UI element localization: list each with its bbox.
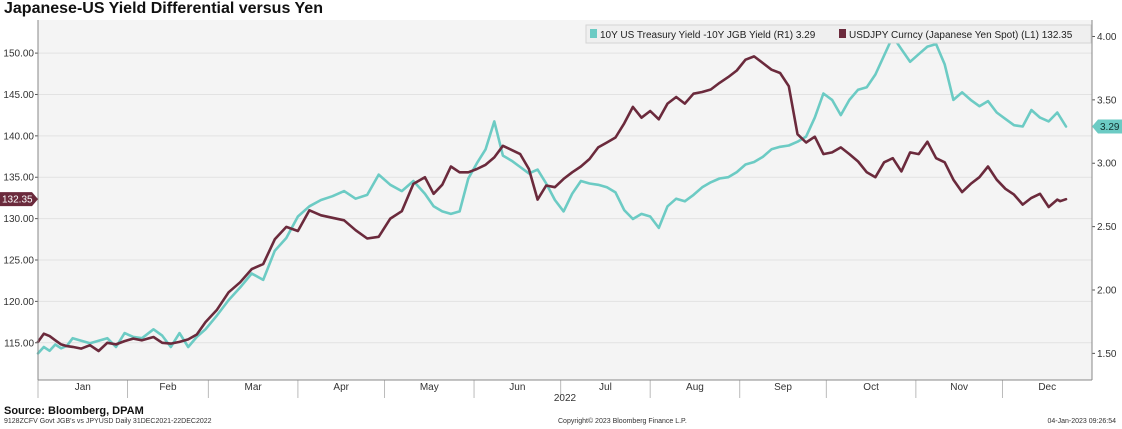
month-dividers — [37, 380, 1003, 398]
left-axis-tick-label: 140.00 — [3, 131, 34, 142]
last-value-tag-yield — [1092, 119, 1122, 134]
source-note: Source: Bloomberg, DPAM — [4, 405, 144, 417]
year-label: 2022 — [554, 393, 577, 404]
footer-copyright: Copyright© 2023 Bloomberg Finance L.P. — [558, 418, 687, 425]
month-label-apr: Apr — [333, 382, 349, 393]
month-label-may: May — [420, 382, 439, 393]
legend-box — [585, 24, 1092, 44]
legend: 10Y US Treasury Yield -10Y JGB Yield (R1… — [585, 24, 1092, 44]
last-value-tags: 3.29 132.35 — [0, 119, 1122, 207]
month-label-jun: Jun — [509, 382, 525, 393]
right-axis-tick-label: 3.00 — [1097, 159, 1117, 170]
chart-title: Japanese-US Yield Differential versus Ye… — [4, 0, 323, 17]
plot-background — [38, 20, 1092, 380]
month-label-jul: Jul — [599, 382, 612, 393]
last-value-tag-usdjpy — [0, 192, 38, 207]
month-label-jan: Jan — [75, 382, 91, 393]
right-axis-tick-label: 2.50 — [1097, 222, 1117, 233]
left-axis-tick-label: 135.00 — [3, 173, 34, 184]
month-label-aug: Aug — [686, 382, 704, 393]
legend-swatch-usdjpy — [839, 29, 846, 38]
month-label-sep: Sep — [774, 382, 792, 393]
left-axis-tick-label: 150.00 — [3, 49, 34, 60]
month-label-mar: Mar — [245, 382, 263, 393]
left-axis-tick-label: 120.00 — [3, 297, 34, 308]
month-label-oct: Oct — [863, 382, 879, 393]
last-value-text-usdjpy: 132.35 — [2, 195, 33, 206]
left-axis-tick-label: 130.00 — [3, 214, 34, 225]
right-axis-tick-label: 3.50 — [1097, 95, 1117, 106]
left-axis-tick-label: 115.00 — [4, 338, 34, 349]
legend-label-usdjpy: USDJPY Curncy (Japanese Yen Spot) (L1) 1… — [849, 30, 1073, 41]
yield-differential-line — [36, 35, 1068, 355]
last-value-text-yield: 3.29 — [1100, 122, 1120, 133]
footer-timestamp: 04-Jan-2023 09:26:54 — [1047, 418, 1117, 425]
axes: 115.00 120.00 125.00 130.00 135.00 140.00 145.… — [3, 20, 1117, 404]
usdjpy-line — [36, 55, 1068, 353]
month-label-feb: Feb — [159, 382, 177, 393]
series-layer — [36, 35, 1068, 355]
footer-ticker-info: 9128ZCFV Govt JGB's vs JPYUSD Daily 31DE… — [4, 418, 212, 425]
left-axis-tick-label: 125.00 — [3, 256, 34, 267]
month-label-nov: Nov — [950, 382, 968, 393]
right-axis-tick-label: 2.00 — [1097, 286, 1117, 297]
left-axis-tick-label: 145.00 — [3, 90, 34, 101]
legend-swatch-yield — [590, 29, 597, 38]
right-axis-tick-label: 1.50 — [1097, 349, 1117, 360]
right-axis-tick-label: 4.00 — [1097, 32, 1117, 43]
legend-label-yield: 10Y US Treasury Yield -10Y JGB Yield (R1… — [600, 30, 816, 41]
month-label-dec: Dec — [1038, 382, 1056, 393]
